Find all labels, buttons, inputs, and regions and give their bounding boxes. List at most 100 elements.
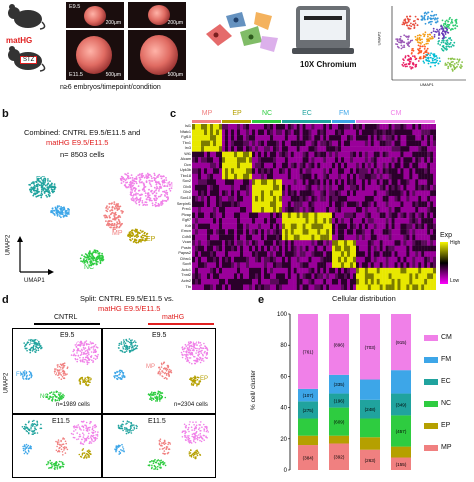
umap-point [131, 174, 133, 176]
umap-point [130, 184, 132, 186]
heatmap-cell [395, 130, 398, 136]
heatmap-cell [329, 257, 332, 263]
umap-point [71, 433, 73, 435]
heatmap-cell [400, 163, 403, 169]
heatmap-cell [288, 218, 291, 224]
umap-point [59, 394, 61, 396]
heatmap-cell [341, 196, 344, 202]
heatmap-cell [279, 251, 282, 257]
heatmap-cell [276, 235, 279, 241]
umap-point [77, 349, 79, 351]
umap-point [57, 366, 59, 368]
heatmap-cell [261, 229, 264, 235]
heatmap-cell [427, 179, 430, 185]
umap-point [196, 385, 198, 387]
heatmap-cell [397, 207, 400, 213]
heatmap-cell [427, 124, 430, 130]
heatmap-cell [397, 240, 400, 246]
umap-point [148, 393, 150, 395]
umap-point [111, 220, 113, 222]
heatmap-cell [231, 163, 234, 169]
heatmap-cell [412, 268, 415, 274]
group-label: EP [222, 110, 252, 117]
heatmap-cell [258, 185, 261, 191]
heatmap-cell [380, 213, 383, 219]
umap-point [166, 378, 168, 380]
umap-point [73, 430, 75, 432]
heatmap-cell [285, 163, 288, 169]
umap-point [108, 215, 110, 217]
umap-point [408, 21, 410, 23]
heatmap-cell [430, 201, 433, 207]
heatmap-cell [198, 218, 201, 224]
heatmap-cell [392, 262, 395, 268]
heatmap-cell [288, 235, 291, 241]
umap-point [417, 41, 419, 43]
heatmap-cell [198, 179, 201, 185]
umap-point [447, 41, 449, 43]
heatmap-cell [261, 190, 264, 196]
heatmap-cell [323, 190, 326, 196]
heatmap-cell [192, 190, 195, 196]
heatmap-cell [303, 240, 306, 246]
heatmap-cell [201, 284, 204, 290]
heatmap-cell [421, 190, 424, 196]
heatmap-cell [240, 135, 243, 141]
heatmap-cell [412, 246, 415, 252]
heatmap-cell [231, 229, 234, 235]
umap-point [125, 348, 127, 350]
heatmap-cell [267, 185, 270, 191]
heatmap-cell [255, 240, 258, 246]
heatmap-cell [400, 251, 403, 257]
heatmap-cell [389, 257, 392, 263]
umap-point [53, 391, 55, 393]
heatmap-cell [365, 251, 368, 257]
heatmap-cell [326, 257, 329, 263]
heatmap-cell [412, 262, 415, 268]
umap-point [163, 368, 165, 370]
umap-point [35, 196, 37, 198]
heatmap-cell [395, 163, 398, 169]
heatmap-cell [198, 251, 201, 257]
heatmap-cell [406, 141, 409, 147]
col-label-cntrl: CNTRL [54, 314, 77, 321]
heatmap-cell [406, 152, 409, 158]
heatmap-cell [403, 284, 406, 290]
heatmap-cell [356, 124, 359, 130]
umap-point [456, 62, 458, 64]
heatmap-cell [198, 157, 201, 163]
heatmap-cell [329, 207, 332, 213]
heatmap-cell [192, 235, 195, 241]
heatmap-cell [380, 273, 383, 279]
heatmap-cell [213, 130, 216, 136]
heatmap-cell [386, 130, 389, 136]
umap-point [204, 351, 206, 353]
umap-point [450, 58, 452, 60]
umap-point [433, 28, 435, 30]
heatmap-cell [282, 262, 285, 268]
umap-point [424, 48, 426, 50]
umap-point [458, 59, 460, 61]
heatmap-cell [320, 279, 323, 285]
heatmap-cell [285, 240, 288, 246]
heatmap-cell [216, 240, 219, 246]
heatmap-cell [368, 229, 371, 235]
heatmap-cell [433, 224, 436, 230]
umap-point [436, 18, 438, 20]
heatmap-cell [252, 218, 255, 224]
heatmap-cell [207, 135, 210, 141]
heatmap-cell [300, 130, 303, 136]
heatmap-cell [246, 284, 249, 290]
umap-point [57, 443, 59, 445]
heatmap-cell [326, 246, 329, 252]
umap-point [97, 435, 99, 437]
heatmap-cell [306, 240, 309, 246]
heatmap-cell [267, 235, 270, 241]
heatmap-cell [332, 146, 335, 152]
umap-point [75, 358, 77, 360]
heatmap-cell [341, 251, 344, 257]
heatmap-cell [261, 163, 264, 169]
umap-point [60, 461, 62, 463]
heatmap-cell [424, 207, 427, 213]
heatmap-cell [198, 130, 201, 136]
